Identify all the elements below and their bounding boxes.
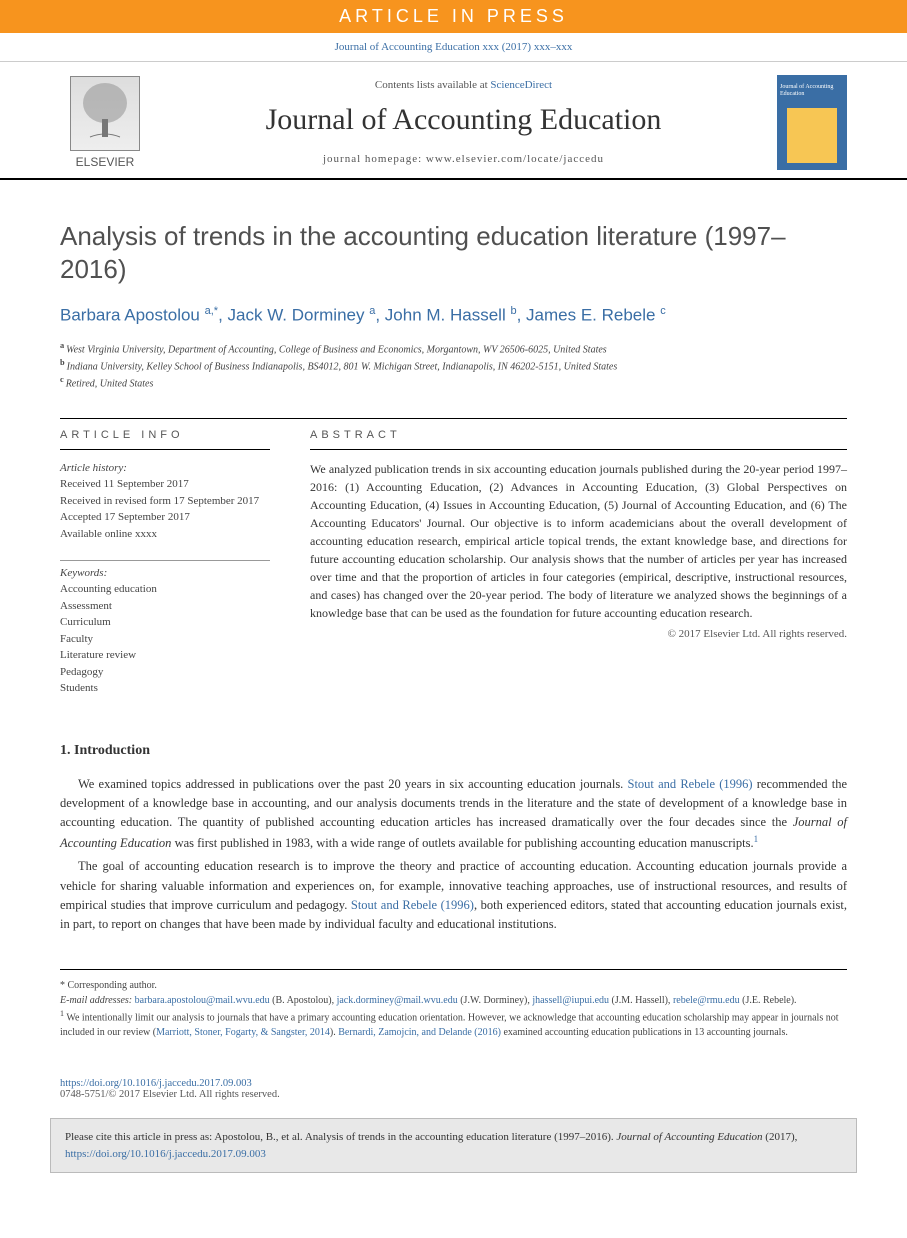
intro-paragraph-2: The goal of accounting education researc…: [60, 857, 847, 935]
article-info-column: ARTICLE INFO Article history: Received 1…: [60, 419, 270, 697]
sciencedirect-link[interactable]: ScienceDirect: [490, 79, 552, 91]
article-history: Article history: Received 11 September 2…: [60, 460, 270, 543]
history-accepted: Accepted 17 September 2017: [60, 509, 270, 526]
p1-post: was first published in 1983, with a wide…: [171, 836, 753, 850]
cover-inner-icon: [787, 108, 837, 163]
article-in-press-banner: ARTICLE IN PRESS: [0, 0, 907, 33]
email-addresses-line: E-mail addresses: barbara.apostolou@mail…: [60, 993, 847, 1008]
citation-mid: (2017),: [763, 1131, 798, 1143]
citation-bernardi[interactable]: Bernardi, Zamojcin, and Delande (2016): [338, 1027, 501, 1038]
footnote-1-marker: 1: [60, 1009, 64, 1018]
history-label: Article history:: [60, 460, 270, 477]
abstract-column: ABSTRACT We analyzed publication trends …: [310, 419, 847, 697]
citation-stout-rebele-1[interactable]: Stout and Rebele (1996): [628, 777, 753, 791]
citation-doi-link[interactable]: https://doi.org/10.1016/j.jaccedu.2017.0…: [65, 1148, 266, 1160]
journal-header: ELSEVIER Contents lists available at Sci…: [0, 61, 907, 180]
intro-paragraph-1: We examined topics addressed in publicat…: [60, 775, 847, 854]
keywords-label: Keywords:: [60, 560, 270, 579]
contents-available-line: Contents lists available at ScienceDirec…: [170, 79, 757, 91]
section-1-heading: 1. Introduction: [60, 743, 847, 759]
abstract-copyright: © 2017 Elsevier Ltd. All rights reserved…: [310, 628, 847, 640]
article-title: Analysis of trends in the accounting edu…: [60, 220, 847, 285]
footnotes-block: * Corresponding author. E-mail addresses…: [60, 969, 847, 1040]
homepage-url[interactable]: www.elsevier.com/locate/jaccedu: [426, 153, 604, 165]
history-received: Received 11 September 2017: [60, 476, 270, 493]
journal-cover-thumbnail: Journal of Accounting Education: [777, 75, 847, 170]
contents-prefix: Contents lists available at: [375, 79, 490, 91]
abstract-text: We analyzed publication trends in six ac…: [310, 460, 847, 622]
author-list: Barbara Apostolou a,*, Jack W. Dorminey …: [60, 305, 847, 326]
citation-box: Please cite this article in press as: Ap…: [50, 1118, 857, 1173]
doi-copyright: © 2017 Elsevier Ltd. All rights reserved…: [108, 1089, 279, 1100]
cover-label: Journal of Accounting Education: [777, 81, 847, 100]
article-info-label: ARTICLE INFO: [60, 419, 270, 450]
issn: 0748-5751/: [60, 1089, 108, 1100]
footnote-ref-1[interactable]: 1: [754, 834, 759, 844]
fn1-post: examined accounting education publicatio…: [501, 1027, 788, 1038]
doi-block: https://doi.org/10.1016/j.jaccedu.2017.0…: [0, 1060, 907, 1106]
affiliations: aWest Virginia University, Department of…: [60, 340, 847, 392]
doi-link[interactable]: https://doi.org/10.1016/j.jaccedu.2017.0…: [60, 1078, 847, 1089]
journal-homepage: journal homepage: www.elsevier.com/locat…: [170, 153, 757, 165]
elsevier-tree-icon: [70, 76, 140, 151]
homepage-label: journal homepage:: [323, 153, 426, 165]
citation-pre: Please cite this article in press as: Ap…: [65, 1131, 616, 1143]
fn1-mid: ).: [330, 1027, 338, 1038]
journal-title: Journal of Accounting Education: [170, 103, 757, 137]
history-revised: Received in revised form 17 September 20…: [60, 493, 270, 510]
footnote-1: 1 We intentionally limit our analysis to…: [60, 1008, 847, 1040]
elsevier-label: ELSEVIER: [76, 155, 135, 169]
history-online: Available online xxxx: [60, 526, 270, 543]
p1-pre: We examined topics addressed in publicat…: [78, 777, 628, 791]
journal-reference: Journal of Accounting Education xxx (201…: [0, 33, 907, 61]
corresponding-author-note: * Corresponding author.: [60, 978, 847, 993]
citation-journal-italic: Journal of Accounting Education: [616, 1131, 762, 1143]
citation-marriott[interactable]: Marriott, Stoner, Fogarty, & Sangster, 2…: [156, 1027, 330, 1038]
abstract-label: ABSTRACT: [310, 419, 847, 450]
citation-stout-rebele-2[interactable]: Stout and Rebele (1996): [351, 898, 474, 912]
keywords-list: Accounting educationAssessmentCurriculum…: [60, 581, 270, 697]
elsevier-logo: ELSEVIER: [60, 72, 150, 172]
